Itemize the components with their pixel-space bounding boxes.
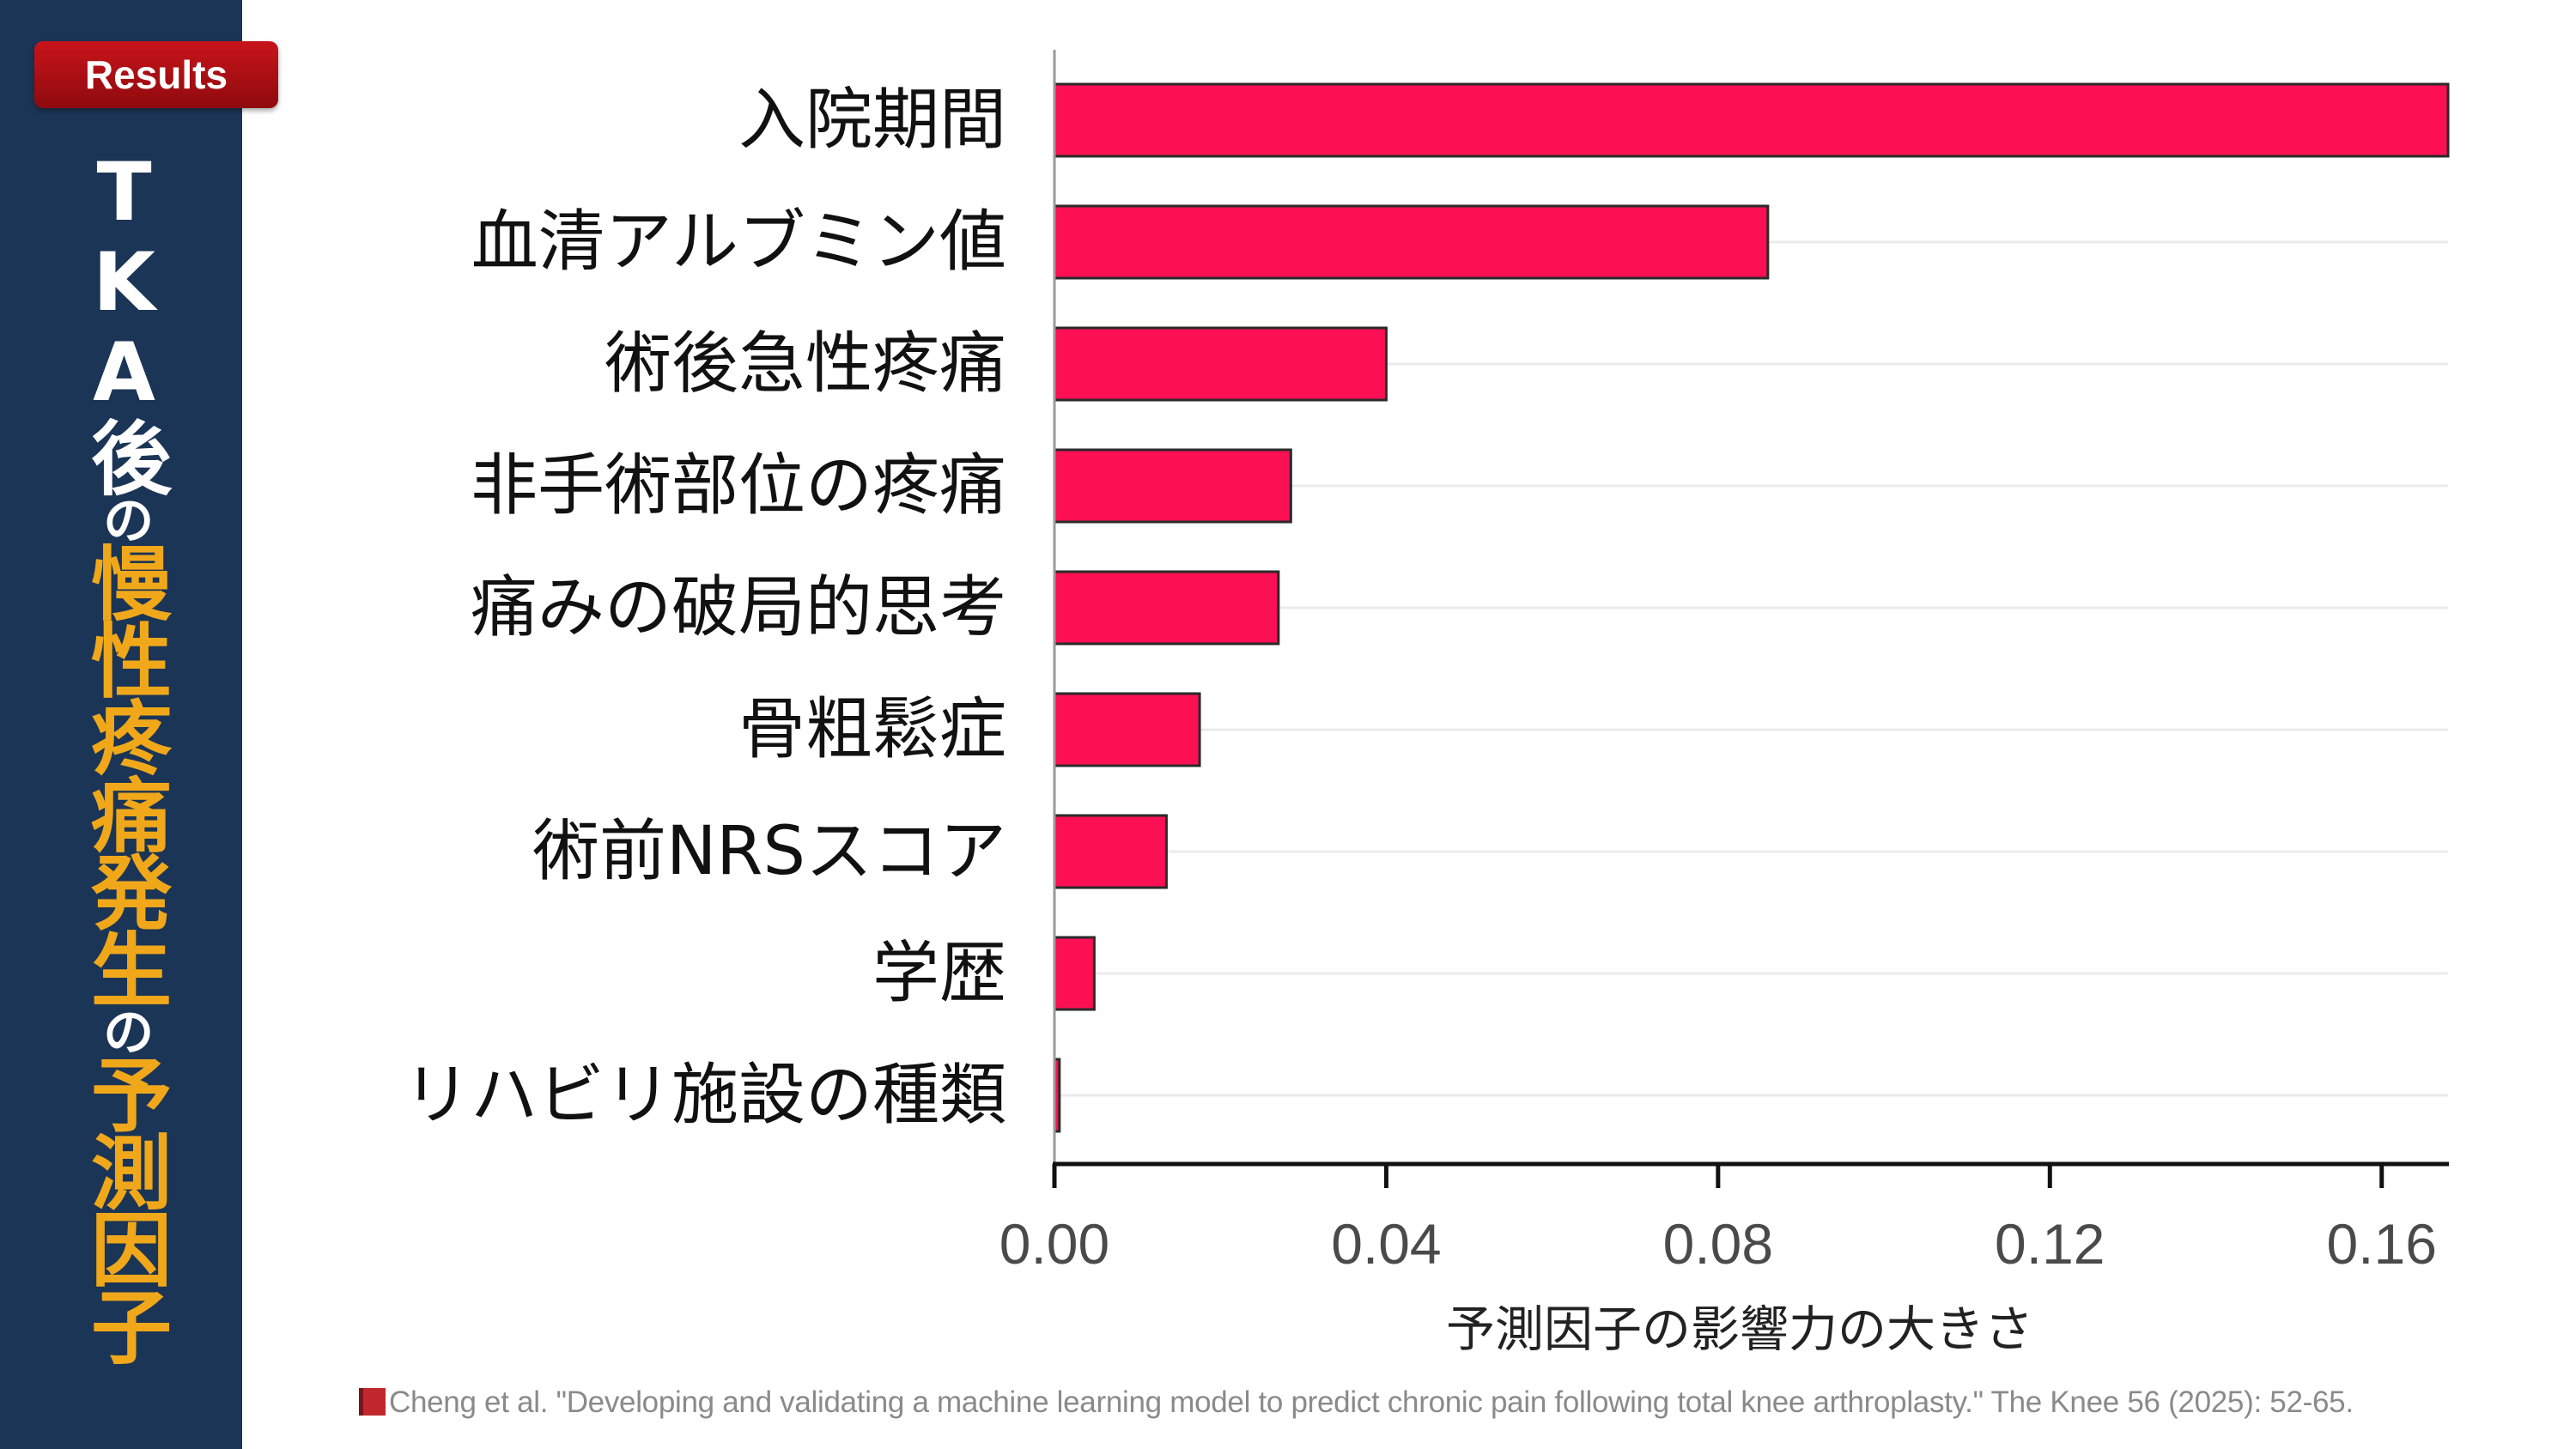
bar-6 bbox=[1053, 692, 1201, 767]
results-badge: Results bbox=[34, 41, 278, 108]
title-part-1: TKA後 bbox=[77, 146, 171, 494]
category-label-3: 術後急性疼痛 bbox=[605, 325, 1006, 403]
x-tick-label-1: 0.00 bbox=[999, 1212, 1109, 1276]
citation-text: Cheng et al. "Developing and validating … bbox=[389, 1385, 2354, 1419]
title-part-3: 慢性疼痛発生 bbox=[77, 542, 171, 1005]
x-axis-title: 予測因子の影響力の大きさ bbox=[1446, 1301, 2033, 1358]
category-labels: 入院期間血清アルブミン値術後急性疼痛非手術部位の疼痛痛みの破局的思考骨粗鬆症術前… bbox=[404, 82, 1006, 1134]
sidebar-panel bbox=[0, 0, 242, 1449]
category-label-8: 学歴 bbox=[872, 935, 1006, 1012]
category-label-7: 術前NRSスコア bbox=[532, 813, 1006, 890]
x-tick-label-2: 0.04 bbox=[1331, 1212, 1441, 1276]
category-label-6: 骨粗鬆症 bbox=[738, 691, 1006, 768]
x-ticks: 0.00 0.04 0.08 0.12 0.16 bbox=[999, 1164, 2437, 1276]
title-part-5: 予測因子 bbox=[77, 1053, 171, 1362]
title-part-4: の bbox=[94, 1005, 154, 1053]
citation: Cheng et al. "Developing and validating … bbox=[359, 1385, 2354, 1420]
bar-4 bbox=[1053, 448, 1292, 524]
bar-1 bbox=[1053, 82, 2450, 158]
bar-8 bbox=[1053, 936, 1096, 1011]
vertical-title: TKA後の慢性疼痛発生の予測因子 bbox=[77, 146, 171, 1399]
bar-7 bbox=[1053, 814, 1168, 889]
x-tick-label-4: 0.12 bbox=[1995, 1212, 2105, 1276]
category-label-5: 痛みの破局的思考 bbox=[471, 569, 1006, 646]
category-label-1: 入院期間 bbox=[738, 82, 1006, 159]
title-part-2: の bbox=[94, 494, 154, 542]
category-label-4: 非手術部位の疼痛 bbox=[471, 447, 1006, 524]
bar-2 bbox=[1053, 204, 1770, 280]
category-label-9: リハビリ施設の種類 bbox=[404, 1057, 1006, 1134]
book-icon bbox=[359, 1388, 386, 1416]
category-label-2: 血清アルブミン値 bbox=[471, 203, 1006, 281]
x-tick-label-5: 0.16 bbox=[2326, 1212, 2436, 1276]
bar-3 bbox=[1053, 326, 1388, 402]
x-tick-label-3: 0.08 bbox=[1663, 1212, 1773, 1276]
bar-5 bbox=[1053, 570, 1280, 646]
bars bbox=[1053, 82, 2450, 1133]
